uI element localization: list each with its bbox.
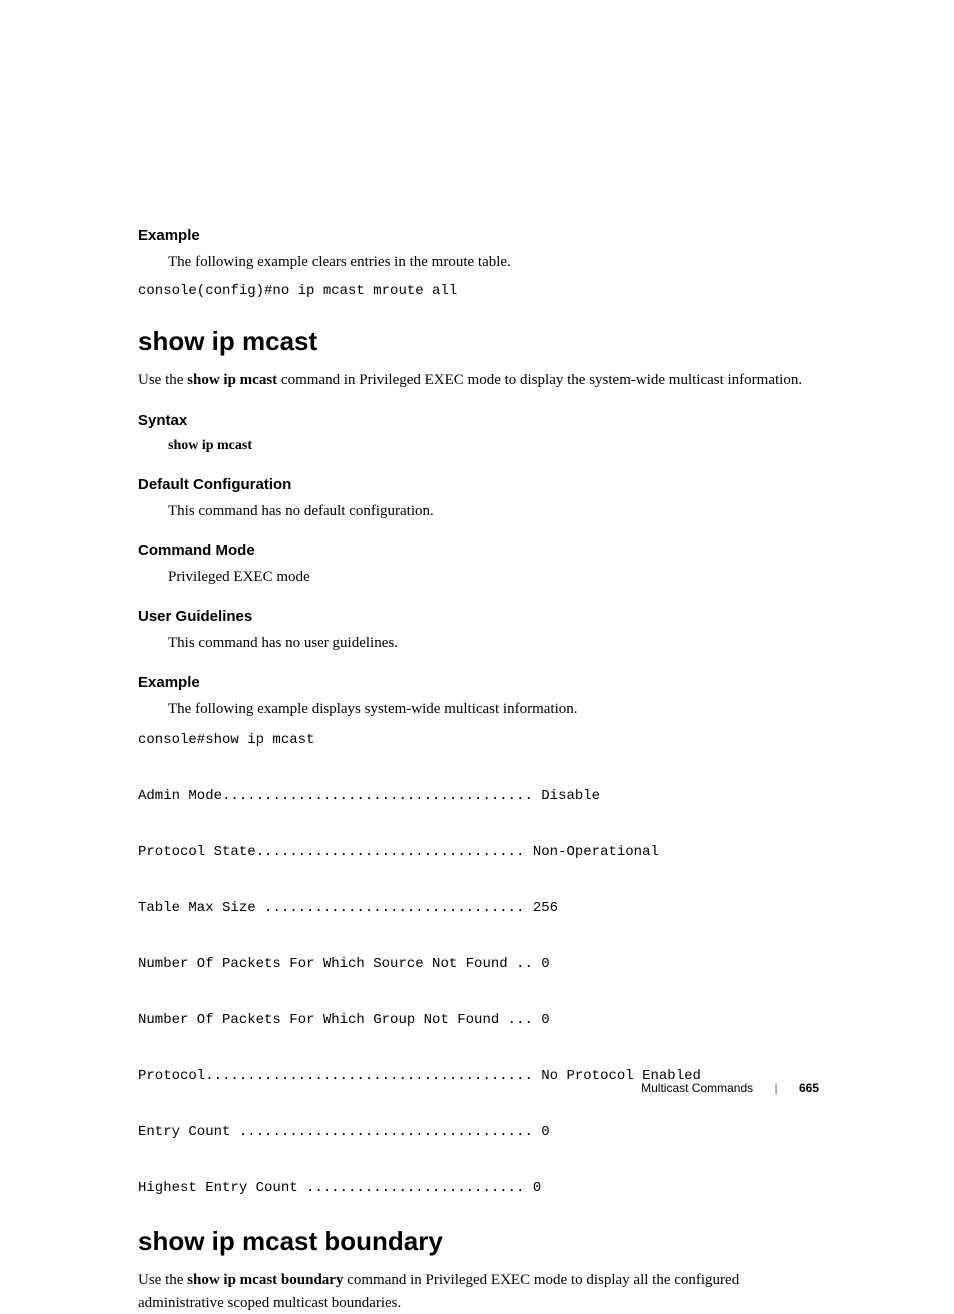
footer-separator: | [775,1081,778,1095]
footer-chapter: Multicast Commands [641,1081,753,1095]
page-footer: Multicast Commands | 665 [641,1079,819,1097]
command-title-1: show ip mcast [138,322,819,361]
syntax-text: show ip mcast [168,435,819,456]
guidelines-text: This command has no user guidelines. [168,632,819,655]
desc-post-1: command in Privileged EXEC mode to displ… [277,372,802,388]
desc-pre-1: Use the [138,372,187,388]
command-desc-2: Use the show ip mcast boundary command i… [138,1269,819,1314]
desc-bold-1: show ip mcast [187,372,277,388]
command-section-1: show ip mcast Use the show ip mcast comm… [138,322,819,1202]
example-heading-2: Example [138,672,819,695]
syntax-heading: Syntax [138,410,819,433]
desc-pre-2: Use the [138,1272,187,1288]
example-code-1: console(config)#no ip mcast mroute all [138,281,819,302]
command-title-2: show ip mcast boundary [138,1222,819,1261]
command-section-2: show ip mcast boundary Use the show ip m… [138,1222,819,1314]
defaultcfg-text: This command has no default configuratio… [168,500,819,523]
cmdmode-heading: Command Mode [138,540,819,563]
cmdmode-text: Privileged EXEC mode [168,566,819,589]
example-body-1: The following example clears entries in … [168,251,819,274]
command-desc-1: Use the show ip mcast command in Privile… [138,369,819,392]
example-heading-1: Example [138,225,819,248]
desc-bold-2: show ip mcast boundary [187,1272,343,1288]
example-body-2: The following example displays system-wi… [168,698,819,721]
example-code-2: console#show ip mcast Admin Mode........… [138,726,819,1202]
footer-page-number: 665 [799,1081,819,1095]
defaultcfg-heading: Default Configuration [138,474,819,497]
section-example-1: Example The following example clears ent… [138,225,819,302]
guidelines-heading: User Guidelines [138,606,819,629]
